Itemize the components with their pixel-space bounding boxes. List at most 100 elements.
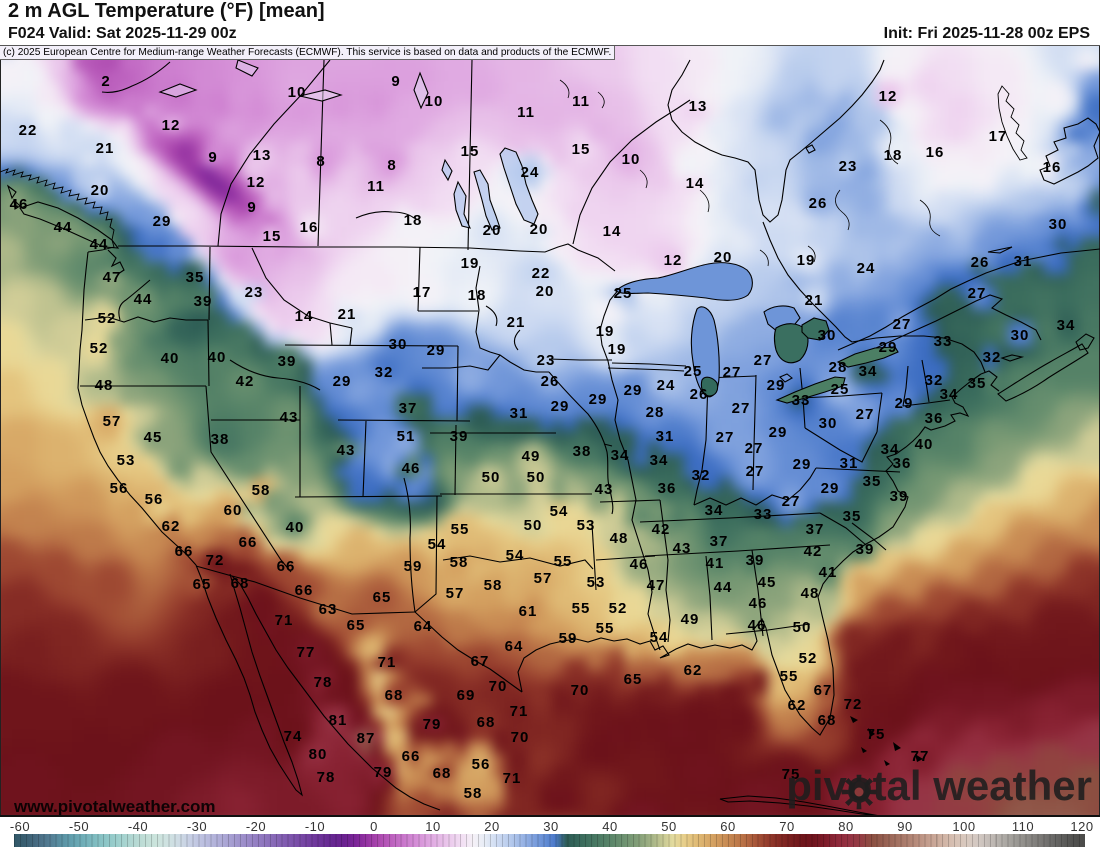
svg-text:20: 20 [483, 222, 502, 239]
svg-text:34: 34 [705, 502, 724, 519]
svg-text:87: 87 [357, 730, 376, 747]
svg-text:59: 59 [559, 630, 578, 647]
svg-text:27: 27 [856, 406, 875, 423]
svg-text:71: 71 [510, 703, 529, 720]
svg-text:39: 39 [856, 541, 875, 558]
svg-text:49: 49 [681, 611, 700, 628]
svg-text:23: 23 [537, 352, 556, 369]
svg-text:53: 53 [117, 452, 136, 469]
svg-text:15: 15 [572, 141, 591, 158]
svg-text:57: 57 [103, 413, 122, 430]
svg-text:52: 52 [609, 600, 628, 617]
svg-text:34: 34 [611, 447, 630, 464]
svg-text:66: 66 [402, 748, 421, 765]
svg-text:12: 12 [247, 174, 266, 191]
svg-text:8: 8 [316, 153, 325, 170]
svg-text:29: 29 [333, 373, 352, 390]
svg-text:44: 44 [90, 236, 109, 253]
svg-text:68: 68 [477, 714, 496, 731]
svg-text:71: 71 [378, 654, 397, 671]
svg-text:26: 26 [541, 373, 560, 390]
svg-text:32: 32 [925, 372, 944, 389]
svg-text:26: 26 [971, 254, 990, 271]
svg-text:14: 14 [686, 175, 705, 192]
svg-text:44: 44 [134, 291, 153, 308]
svg-text:35: 35 [843, 508, 862, 525]
svg-text:66: 66 [239, 534, 258, 551]
svg-text:46: 46 [10, 196, 29, 213]
svg-text:39: 39 [278, 353, 297, 370]
svg-text:26: 26 [809, 195, 828, 212]
svg-text:65: 65 [373, 589, 392, 606]
svg-text:59: 59 [404, 558, 423, 575]
svg-text:72: 72 [844, 696, 863, 713]
svg-text:29: 29 [589, 391, 608, 408]
svg-text:24: 24 [521, 164, 540, 181]
svg-text:37: 37 [806, 521, 825, 538]
svg-text:30: 30 [389, 336, 408, 353]
svg-text:42: 42 [236, 373, 255, 390]
svg-text:27: 27 [893, 316, 912, 333]
svg-text:62: 62 [162, 518, 181, 535]
svg-text:18: 18 [468, 287, 487, 304]
svg-text:71: 71 [275, 612, 294, 629]
svg-text:31: 31 [1014, 253, 1033, 270]
svg-text:72: 72 [206, 552, 225, 569]
svg-text:12: 12 [879, 88, 898, 105]
svg-text:31: 31 [510, 405, 529, 422]
svg-text:55: 55 [572, 600, 591, 617]
svg-text:16: 16 [1043, 159, 1062, 176]
svg-text:58: 58 [252, 482, 271, 499]
svg-text:31: 31 [840, 455, 859, 472]
svg-text:44: 44 [54, 219, 73, 236]
svg-text:25: 25 [831, 381, 850, 398]
svg-text:58: 58 [484, 577, 503, 594]
svg-text:62: 62 [788, 697, 807, 714]
svg-text:8: 8 [387, 157, 396, 174]
svg-text:49: 49 [522, 448, 541, 465]
svg-text:29: 29 [767, 377, 786, 394]
svg-text:20: 20 [536, 283, 555, 300]
svg-text:17: 17 [413, 284, 432, 301]
svg-text:29: 29 [879, 339, 898, 356]
svg-text:41: 41 [819, 564, 838, 581]
svg-text:75: 75 [782, 766, 801, 783]
svg-text:18: 18 [404, 212, 423, 229]
svg-text:68: 68 [231, 575, 250, 592]
svg-text:46: 46 [749, 595, 768, 612]
svg-text:54: 54 [550, 503, 569, 520]
svg-text:42: 42 [652, 521, 671, 538]
svg-text:12: 12 [664, 252, 683, 269]
svg-text:28: 28 [646, 404, 665, 421]
svg-text:11: 11 [517, 104, 535, 121]
svg-text:64: 64 [414, 618, 433, 635]
svg-text:30: 30 [819, 415, 838, 432]
svg-text:34: 34 [650, 452, 669, 469]
svg-text:80: 80 [309, 746, 328, 763]
svg-text:10: 10 [425, 93, 444, 110]
svg-text:24: 24 [857, 260, 876, 277]
svg-text:32: 32 [375, 364, 394, 381]
svg-text:19: 19 [461, 255, 480, 272]
svg-text:19: 19 [596, 323, 615, 340]
svg-text:15: 15 [263, 228, 282, 245]
svg-text:22: 22 [532, 265, 551, 282]
svg-text:20: 20 [530, 221, 549, 238]
svg-text:40: 40 [208, 349, 227, 366]
svg-text:43: 43 [595, 481, 614, 498]
svg-text:66: 66 [277, 558, 296, 575]
svg-text:29: 29 [895, 395, 914, 412]
svg-text:29: 29 [427, 342, 446, 359]
svg-text:81: 81 [329, 712, 348, 729]
svg-text:50: 50 [793, 619, 812, 636]
svg-text:25: 25 [614, 285, 633, 302]
svg-text:46: 46 [630, 556, 649, 573]
svg-text:71: 71 [503, 770, 522, 787]
svg-text:55: 55 [554, 553, 573, 570]
svg-text:35: 35 [968, 375, 987, 392]
svg-text:19: 19 [797, 252, 816, 269]
svg-text:16: 16 [926, 144, 945, 161]
svg-text:53: 53 [587, 574, 606, 591]
svg-text:53: 53 [577, 517, 596, 534]
svg-text:48: 48 [95, 377, 114, 394]
